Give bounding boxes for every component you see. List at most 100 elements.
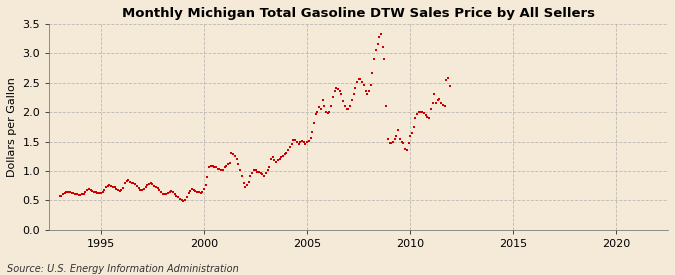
Point [283, 148, 294, 152]
Point [76, 192, 87, 197]
Point [142, 183, 153, 187]
Point [261, 171, 271, 175]
Point [216, 167, 227, 172]
Point [308, 121, 319, 125]
Point [72, 192, 82, 197]
Point [369, 57, 379, 61]
Point [358, 83, 369, 87]
Point [317, 98, 328, 102]
Point [176, 197, 187, 202]
Point [434, 97, 445, 101]
Point [439, 104, 450, 108]
Point [427, 101, 438, 106]
Point [405, 133, 416, 138]
Point [300, 142, 310, 146]
Point [315, 106, 326, 111]
Point [441, 78, 452, 82]
Point [425, 107, 436, 111]
Point [111, 186, 122, 191]
Point [161, 192, 171, 196]
Point [186, 187, 197, 191]
Point [61, 190, 72, 194]
Point [364, 89, 375, 93]
Point [211, 165, 221, 170]
Point [350, 86, 360, 90]
Point [78, 192, 89, 196]
Point [230, 153, 240, 158]
Point [410, 116, 421, 120]
Point [286, 142, 297, 146]
Point [285, 145, 296, 149]
Point [340, 103, 350, 108]
Point [128, 181, 139, 186]
Point [130, 182, 140, 187]
Point [75, 193, 86, 197]
Point [73, 193, 84, 197]
Point [200, 183, 211, 187]
Point [348, 92, 359, 96]
Point [267, 155, 278, 160]
Point [336, 92, 347, 96]
Point [302, 140, 313, 144]
Title: Monthly Michigan Total Gasoline DTW Sales Price by All Sellers: Monthly Michigan Total Gasoline DTW Sale… [122, 7, 595, 20]
Point [68, 191, 79, 196]
Point [331, 86, 342, 90]
Point [157, 192, 168, 196]
Point [421, 113, 431, 117]
Point [333, 87, 344, 91]
Point [202, 175, 213, 180]
Point [147, 182, 158, 187]
Point [319, 103, 329, 108]
Point [197, 190, 208, 194]
Point [205, 163, 216, 168]
Point [163, 191, 173, 195]
Point [402, 148, 412, 153]
Point [195, 191, 206, 195]
Point [257, 172, 268, 177]
Point [173, 195, 184, 199]
Point [424, 116, 435, 120]
Point [235, 168, 246, 173]
Point [383, 136, 394, 141]
Point [248, 168, 259, 173]
Point [65, 190, 76, 194]
Point [194, 190, 205, 194]
Point [166, 189, 177, 193]
Point [97, 190, 108, 194]
Point [295, 140, 306, 144]
Point [182, 195, 192, 199]
Point [353, 77, 364, 81]
Point [431, 101, 441, 106]
Point [329, 89, 340, 93]
Point [324, 109, 335, 114]
Point [288, 138, 299, 142]
Point [269, 158, 280, 162]
Point [185, 189, 196, 193]
Point [389, 136, 400, 141]
Point [323, 111, 333, 116]
Point [178, 199, 189, 203]
Point [101, 185, 111, 190]
Point [226, 150, 237, 155]
Point [379, 57, 390, 61]
Point [334, 89, 345, 93]
Point [123, 178, 134, 183]
Point [159, 192, 170, 196]
Point [87, 189, 98, 193]
Point [432, 98, 443, 103]
Point [54, 194, 65, 199]
Point [396, 139, 407, 144]
Point [221, 163, 232, 168]
Point [345, 103, 356, 108]
Point [209, 165, 219, 169]
Point [243, 180, 254, 184]
Point [132, 184, 142, 188]
Point [122, 179, 132, 183]
Point [265, 156, 276, 161]
Point [360, 89, 371, 93]
Point [92, 191, 103, 195]
Point [381, 104, 392, 108]
Point [219, 165, 230, 170]
Point [307, 130, 318, 134]
Point [398, 141, 409, 145]
